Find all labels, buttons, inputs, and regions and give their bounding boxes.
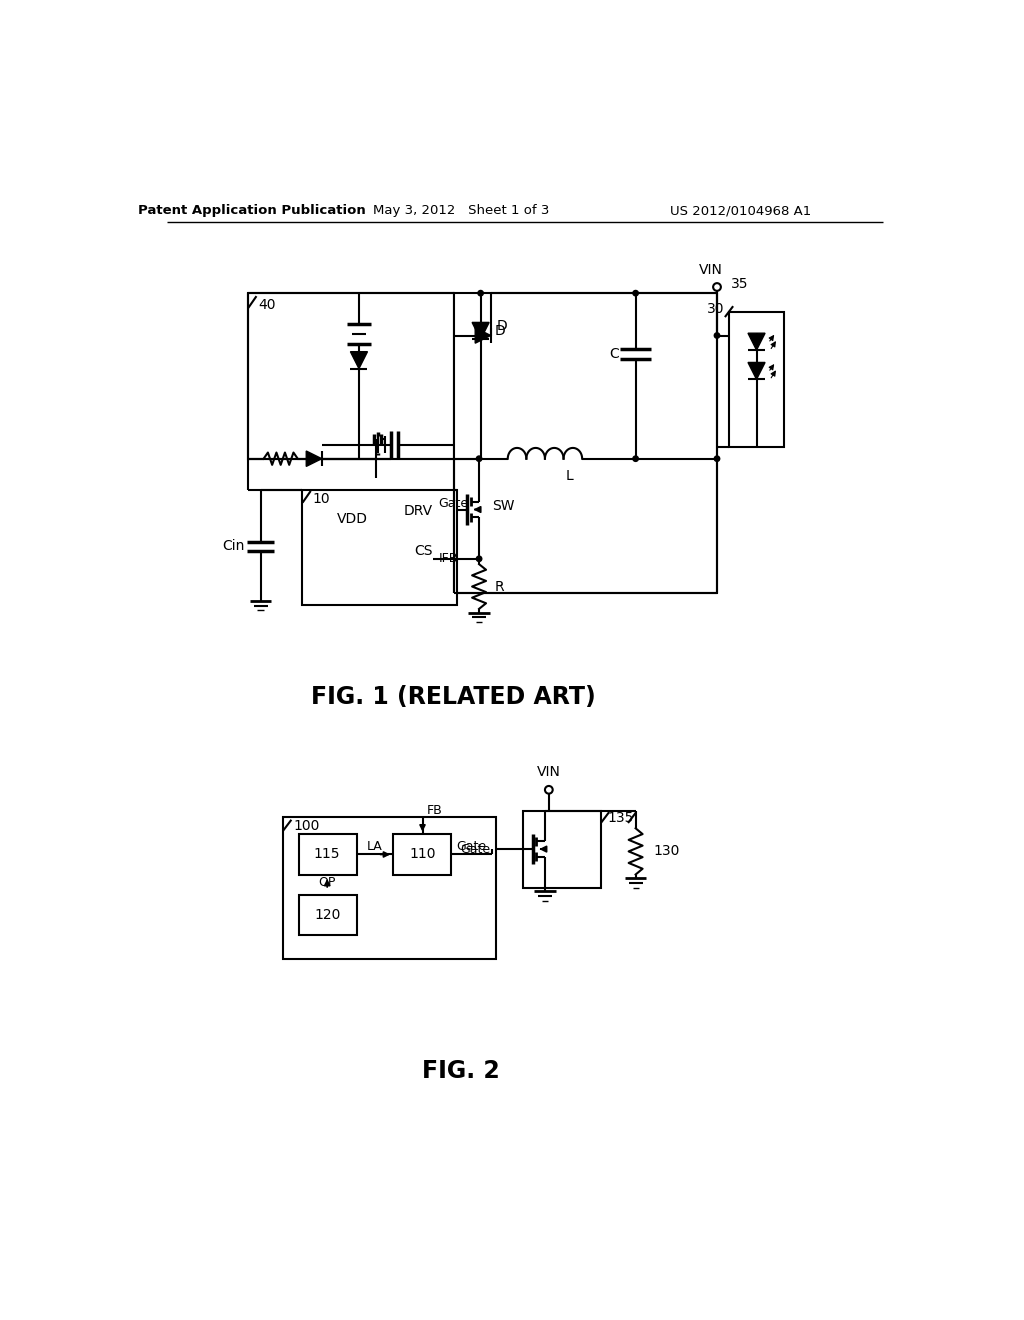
Text: 10: 10 — [312, 492, 330, 506]
Bar — [454, 293, 717, 594]
Circle shape — [633, 455, 638, 462]
Text: D: D — [497, 319, 508, 333]
Text: VIN: VIN — [698, 263, 723, 277]
Bar — [299, 895, 356, 935]
Polygon shape — [306, 451, 322, 466]
Text: VDD: VDD — [337, 512, 369, 525]
Text: May 3, 2012   Sheet 1 of 3: May 3, 2012 Sheet 1 of 3 — [373, 205, 550, 218]
Text: 100: 100 — [294, 818, 321, 833]
Text: 110: 110 — [410, 847, 436, 862]
Circle shape — [476, 455, 481, 462]
Circle shape — [476, 556, 481, 561]
Polygon shape — [748, 333, 765, 350]
Bar — [729, 313, 784, 447]
Text: CS: CS — [414, 544, 432, 558]
Bar — [283, 817, 496, 960]
Circle shape — [715, 455, 720, 462]
Text: Cin: Cin — [222, 540, 245, 553]
Text: C: C — [609, 347, 618, 360]
Text: FB: FB — [427, 804, 443, 817]
Text: SW: SW — [493, 499, 515, 512]
Polygon shape — [350, 351, 368, 368]
Text: 40: 40 — [258, 298, 275, 312]
Bar — [299, 834, 356, 875]
Text: DRV: DRV — [403, 504, 432, 517]
Text: LA: LA — [367, 840, 382, 853]
Bar — [393, 834, 452, 875]
Text: 135: 135 — [607, 810, 633, 825]
Text: 115: 115 — [314, 847, 340, 862]
Polygon shape — [748, 363, 765, 379]
Circle shape — [478, 290, 483, 296]
Text: Patent Application Publication: Patent Application Publication — [138, 205, 366, 218]
Circle shape — [715, 333, 720, 338]
Text: Gate: Gate — [460, 842, 489, 855]
Bar — [523, 810, 601, 887]
Text: US 2012/0104968 A1: US 2012/0104968 A1 — [670, 205, 811, 218]
Circle shape — [633, 290, 638, 296]
Text: Gate: Gate — [438, 496, 468, 510]
Text: 130: 130 — [653, 845, 680, 858]
Text: VIN: VIN — [537, 766, 561, 779]
Text: L: L — [566, 469, 573, 483]
Polygon shape — [472, 322, 489, 339]
Text: 120: 120 — [314, 908, 340, 921]
Text: Gate: Gate — [457, 840, 486, 853]
Text: FIG. 1 (RELATED ART): FIG. 1 (RELATED ART) — [311, 685, 596, 709]
Text: FIG. 2: FIG. 2 — [422, 1059, 500, 1082]
Text: 30: 30 — [708, 301, 725, 315]
Text: IFB: IFB — [438, 552, 458, 565]
Text: D: D — [495, 323, 505, 338]
Text: R: R — [495, 579, 504, 594]
Polygon shape — [475, 327, 490, 343]
Bar — [248, 293, 454, 459]
Bar — [302, 490, 458, 605]
Text: OP: OP — [318, 875, 336, 888]
Text: 35: 35 — [731, 277, 749, 290]
